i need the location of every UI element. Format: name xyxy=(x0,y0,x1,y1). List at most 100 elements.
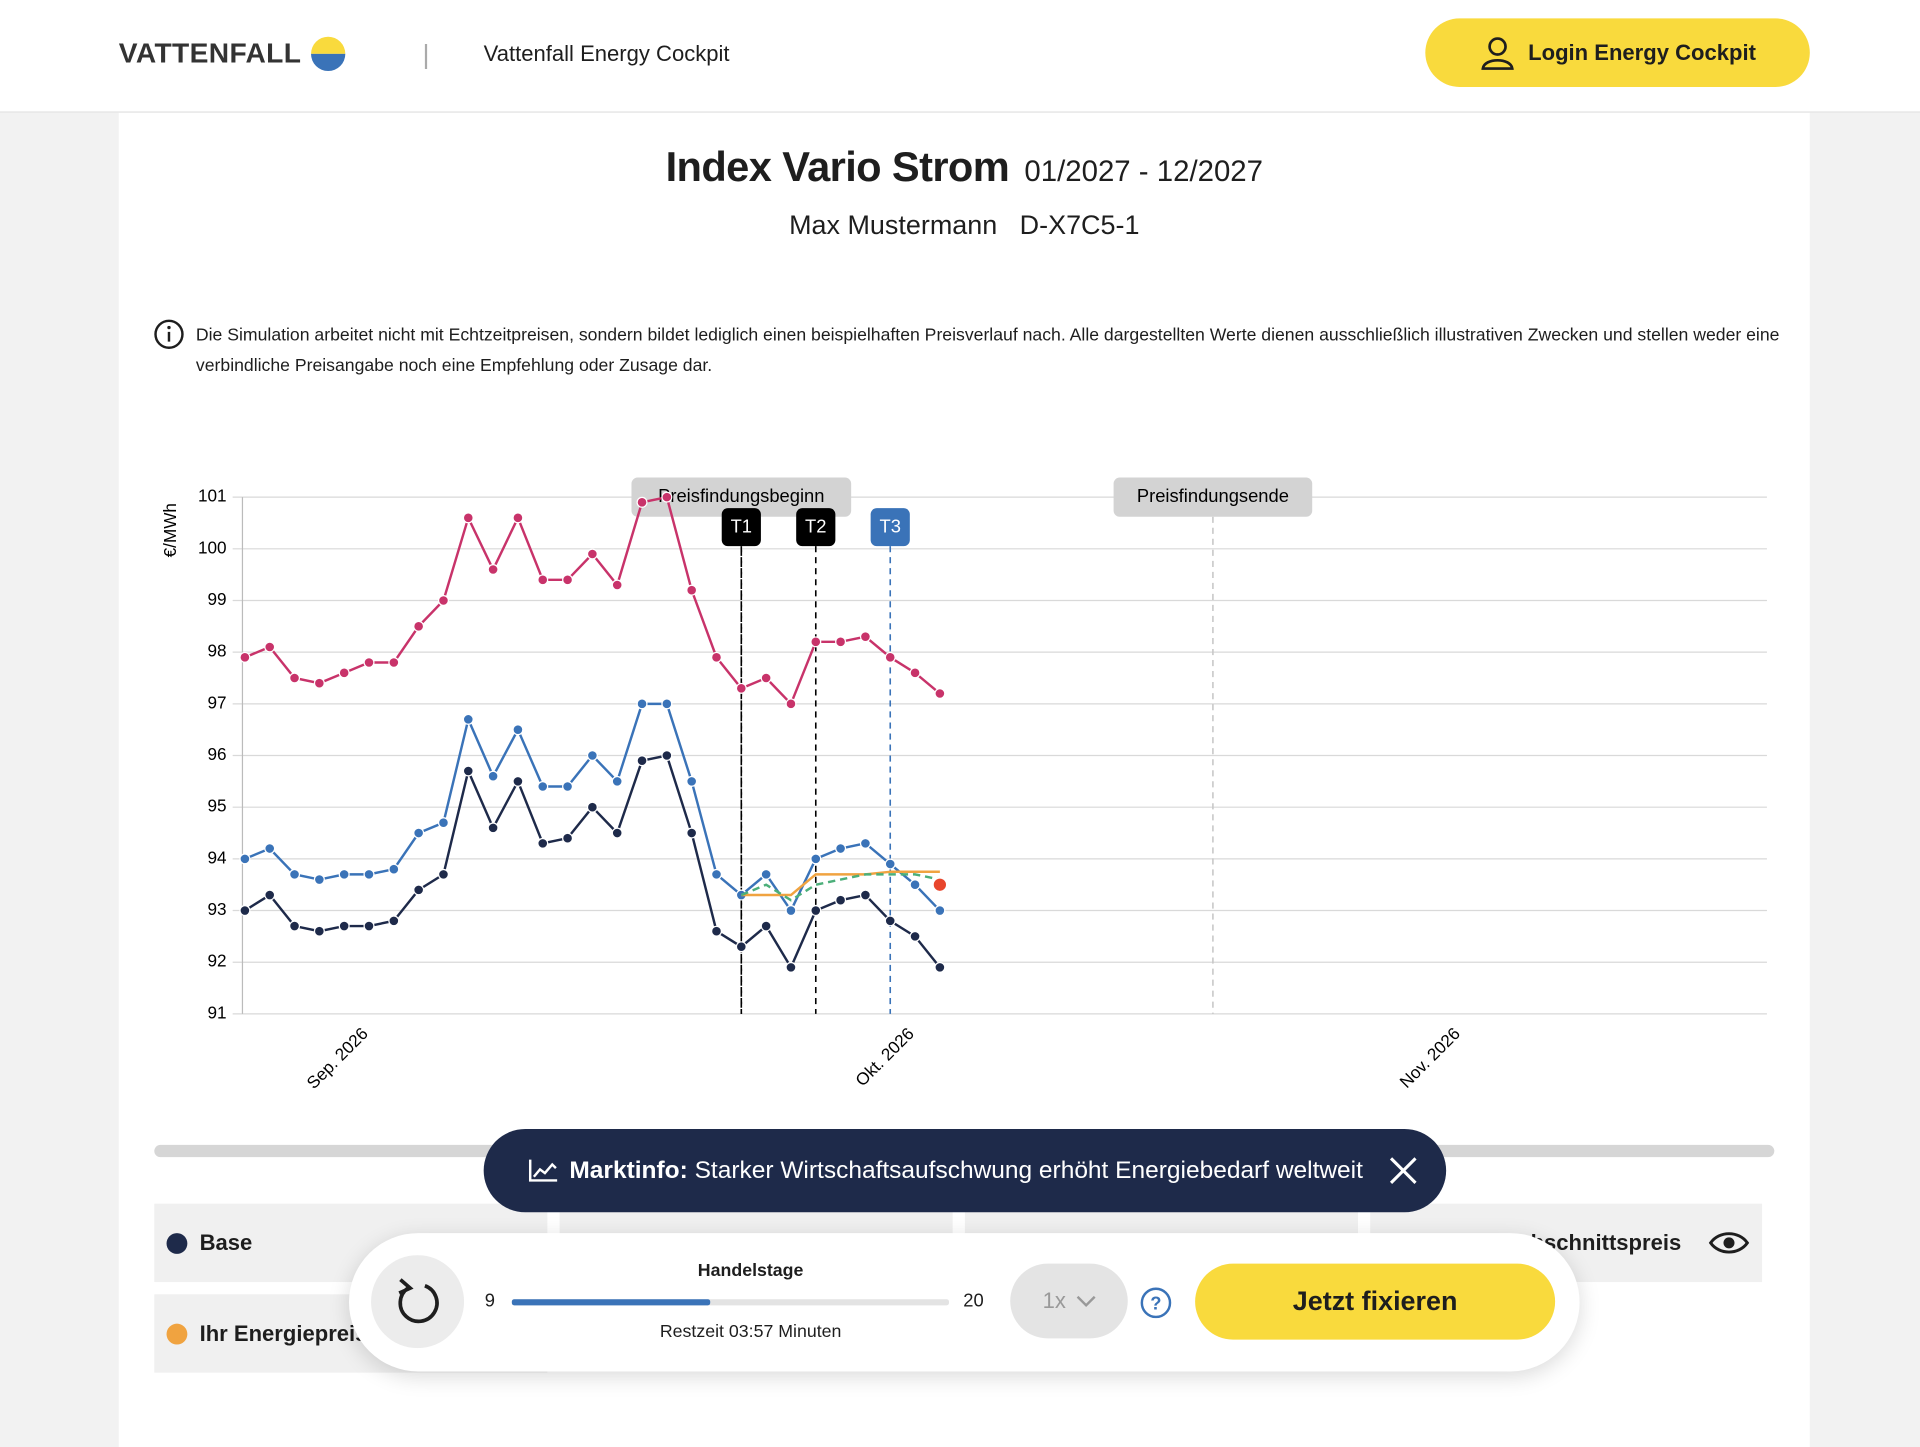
data-point xyxy=(810,853,822,865)
data-point xyxy=(884,915,896,927)
data-point xyxy=(661,698,673,710)
logo[interactable]: VATTENFALL xyxy=(118,36,302,69)
data-point xyxy=(686,827,698,839)
marker-box xyxy=(796,508,836,547)
speed-label: 1x xyxy=(1042,1288,1066,1313)
contract-id: D-X7C5-1 xyxy=(1019,209,1140,241)
data-point xyxy=(537,837,549,849)
data-point xyxy=(636,755,648,767)
data-point xyxy=(835,843,847,855)
chart-icon xyxy=(528,1159,558,1182)
info-icon xyxy=(154,319,184,349)
phase-label: Preisfindungsende xyxy=(1137,485,1289,506)
y-tick-label: 94 xyxy=(207,847,227,867)
control-bar: Handelstage 9 20 Restzeit 03:57 Minuten … xyxy=(348,1233,1580,1372)
data-point xyxy=(437,868,449,880)
x-tick-label: Sep. 2026 xyxy=(302,1023,371,1092)
separator: | xyxy=(422,39,430,70)
close-button[interactable] xyxy=(1387,1155,1419,1187)
data-point xyxy=(884,858,896,870)
eye-icon[interactable] xyxy=(1708,1228,1750,1257)
data-point xyxy=(859,631,871,643)
data-point xyxy=(413,827,425,839)
login-label: Login Energy Cockpit xyxy=(1528,39,1756,65)
data-point xyxy=(264,843,276,855)
series-line xyxy=(741,870,940,897)
data-point xyxy=(661,750,673,762)
data-point xyxy=(661,491,673,503)
data-point xyxy=(338,920,350,932)
data-point xyxy=(611,775,623,787)
data-point xyxy=(859,889,871,901)
data-point xyxy=(512,512,524,524)
data-point xyxy=(388,656,400,669)
data-point xyxy=(537,574,549,586)
data-point xyxy=(239,651,251,663)
marker-label: T2 xyxy=(805,516,826,537)
marker-box xyxy=(721,508,761,547)
y-axis-label: €/MWh xyxy=(160,503,180,557)
data-point xyxy=(760,672,772,684)
help-button[interactable]: ? xyxy=(1140,1287,1172,1319)
reset-button[interactable] xyxy=(371,1255,465,1349)
speed-select[interactable]: 1x xyxy=(1010,1263,1128,1339)
data-point xyxy=(636,698,648,710)
series-line xyxy=(740,873,941,902)
data-point xyxy=(586,801,598,813)
fix-label: Jetzt fixieren xyxy=(1292,1285,1458,1317)
data-point xyxy=(363,868,375,880)
data-point xyxy=(710,925,723,937)
data-point xyxy=(735,682,747,694)
y-tick-label: 99 xyxy=(207,589,226,609)
data-point xyxy=(909,667,921,679)
data-point xyxy=(338,667,350,679)
app-name[interactable]: Vattenfall Energy Cockpit xyxy=(483,41,730,67)
login-button[interactable]: Login Energy Cockpit xyxy=(1425,18,1810,87)
legend-label: Ihr Energiepreis xyxy=(199,1320,368,1346)
data-point xyxy=(462,713,474,725)
fix-button[interactable]: Jetzt fixieren xyxy=(1195,1263,1556,1340)
data-point xyxy=(562,781,574,793)
header: VATTENFALL | Vattenfall Energy Cockpit L… xyxy=(0,0,1920,113)
data-point xyxy=(686,775,698,787)
data-point xyxy=(487,563,499,576)
data-point xyxy=(289,920,301,932)
slider-max: 20 xyxy=(963,1290,984,1312)
chevron xyxy=(1076,1295,1095,1307)
toast-label: Marktinfo: xyxy=(569,1156,688,1184)
data-point xyxy=(462,765,474,777)
data-point xyxy=(785,961,797,973)
slider-track[interactable] xyxy=(511,1299,949,1306)
y-tick-label: 96 xyxy=(207,744,226,764)
data-point xyxy=(785,905,797,917)
data-point xyxy=(487,770,499,782)
data-point xyxy=(835,636,847,648)
data-point xyxy=(835,894,847,906)
data-point xyxy=(586,750,598,762)
data-point xyxy=(437,817,449,829)
data-point xyxy=(611,827,623,839)
data-point xyxy=(636,496,648,508)
data-point xyxy=(586,548,598,560)
product-title: Index Vario Strom xyxy=(665,144,1010,192)
customer-name: Max Mustermann xyxy=(789,209,998,241)
data-point xyxy=(437,594,449,607)
phase-label-box xyxy=(631,477,852,517)
data-point xyxy=(289,672,301,684)
slider-min: 9 xyxy=(484,1290,495,1312)
data-point xyxy=(239,853,251,865)
series-line xyxy=(244,754,941,971)
data-point xyxy=(239,905,251,917)
logo-icon xyxy=(311,36,346,72)
data-point xyxy=(686,584,698,596)
y-tick-label: 100 xyxy=(198,537,227,557)
data-point xyxy=(338,868,350,880)
slider-title: Handelstage xyxy=(697,1261,804,1281)
svg-text:?: ? xyxy=(1150,1293,1161,1314)
data-point xyxy=(313,677,325,689)
data-point xyxy=(934,687,946,700)
y-tick-label: 93 xyxy=(207,899,226,919)
market-info-toast: Marktinfo: Starker Wirtschaftsaufschwung… xyxy=(483,1128,1447,1213)
y-tick-label: 97 xyxy=(207,692,226,712)
legend-dot xyxy=(166,1232,188,1254)
